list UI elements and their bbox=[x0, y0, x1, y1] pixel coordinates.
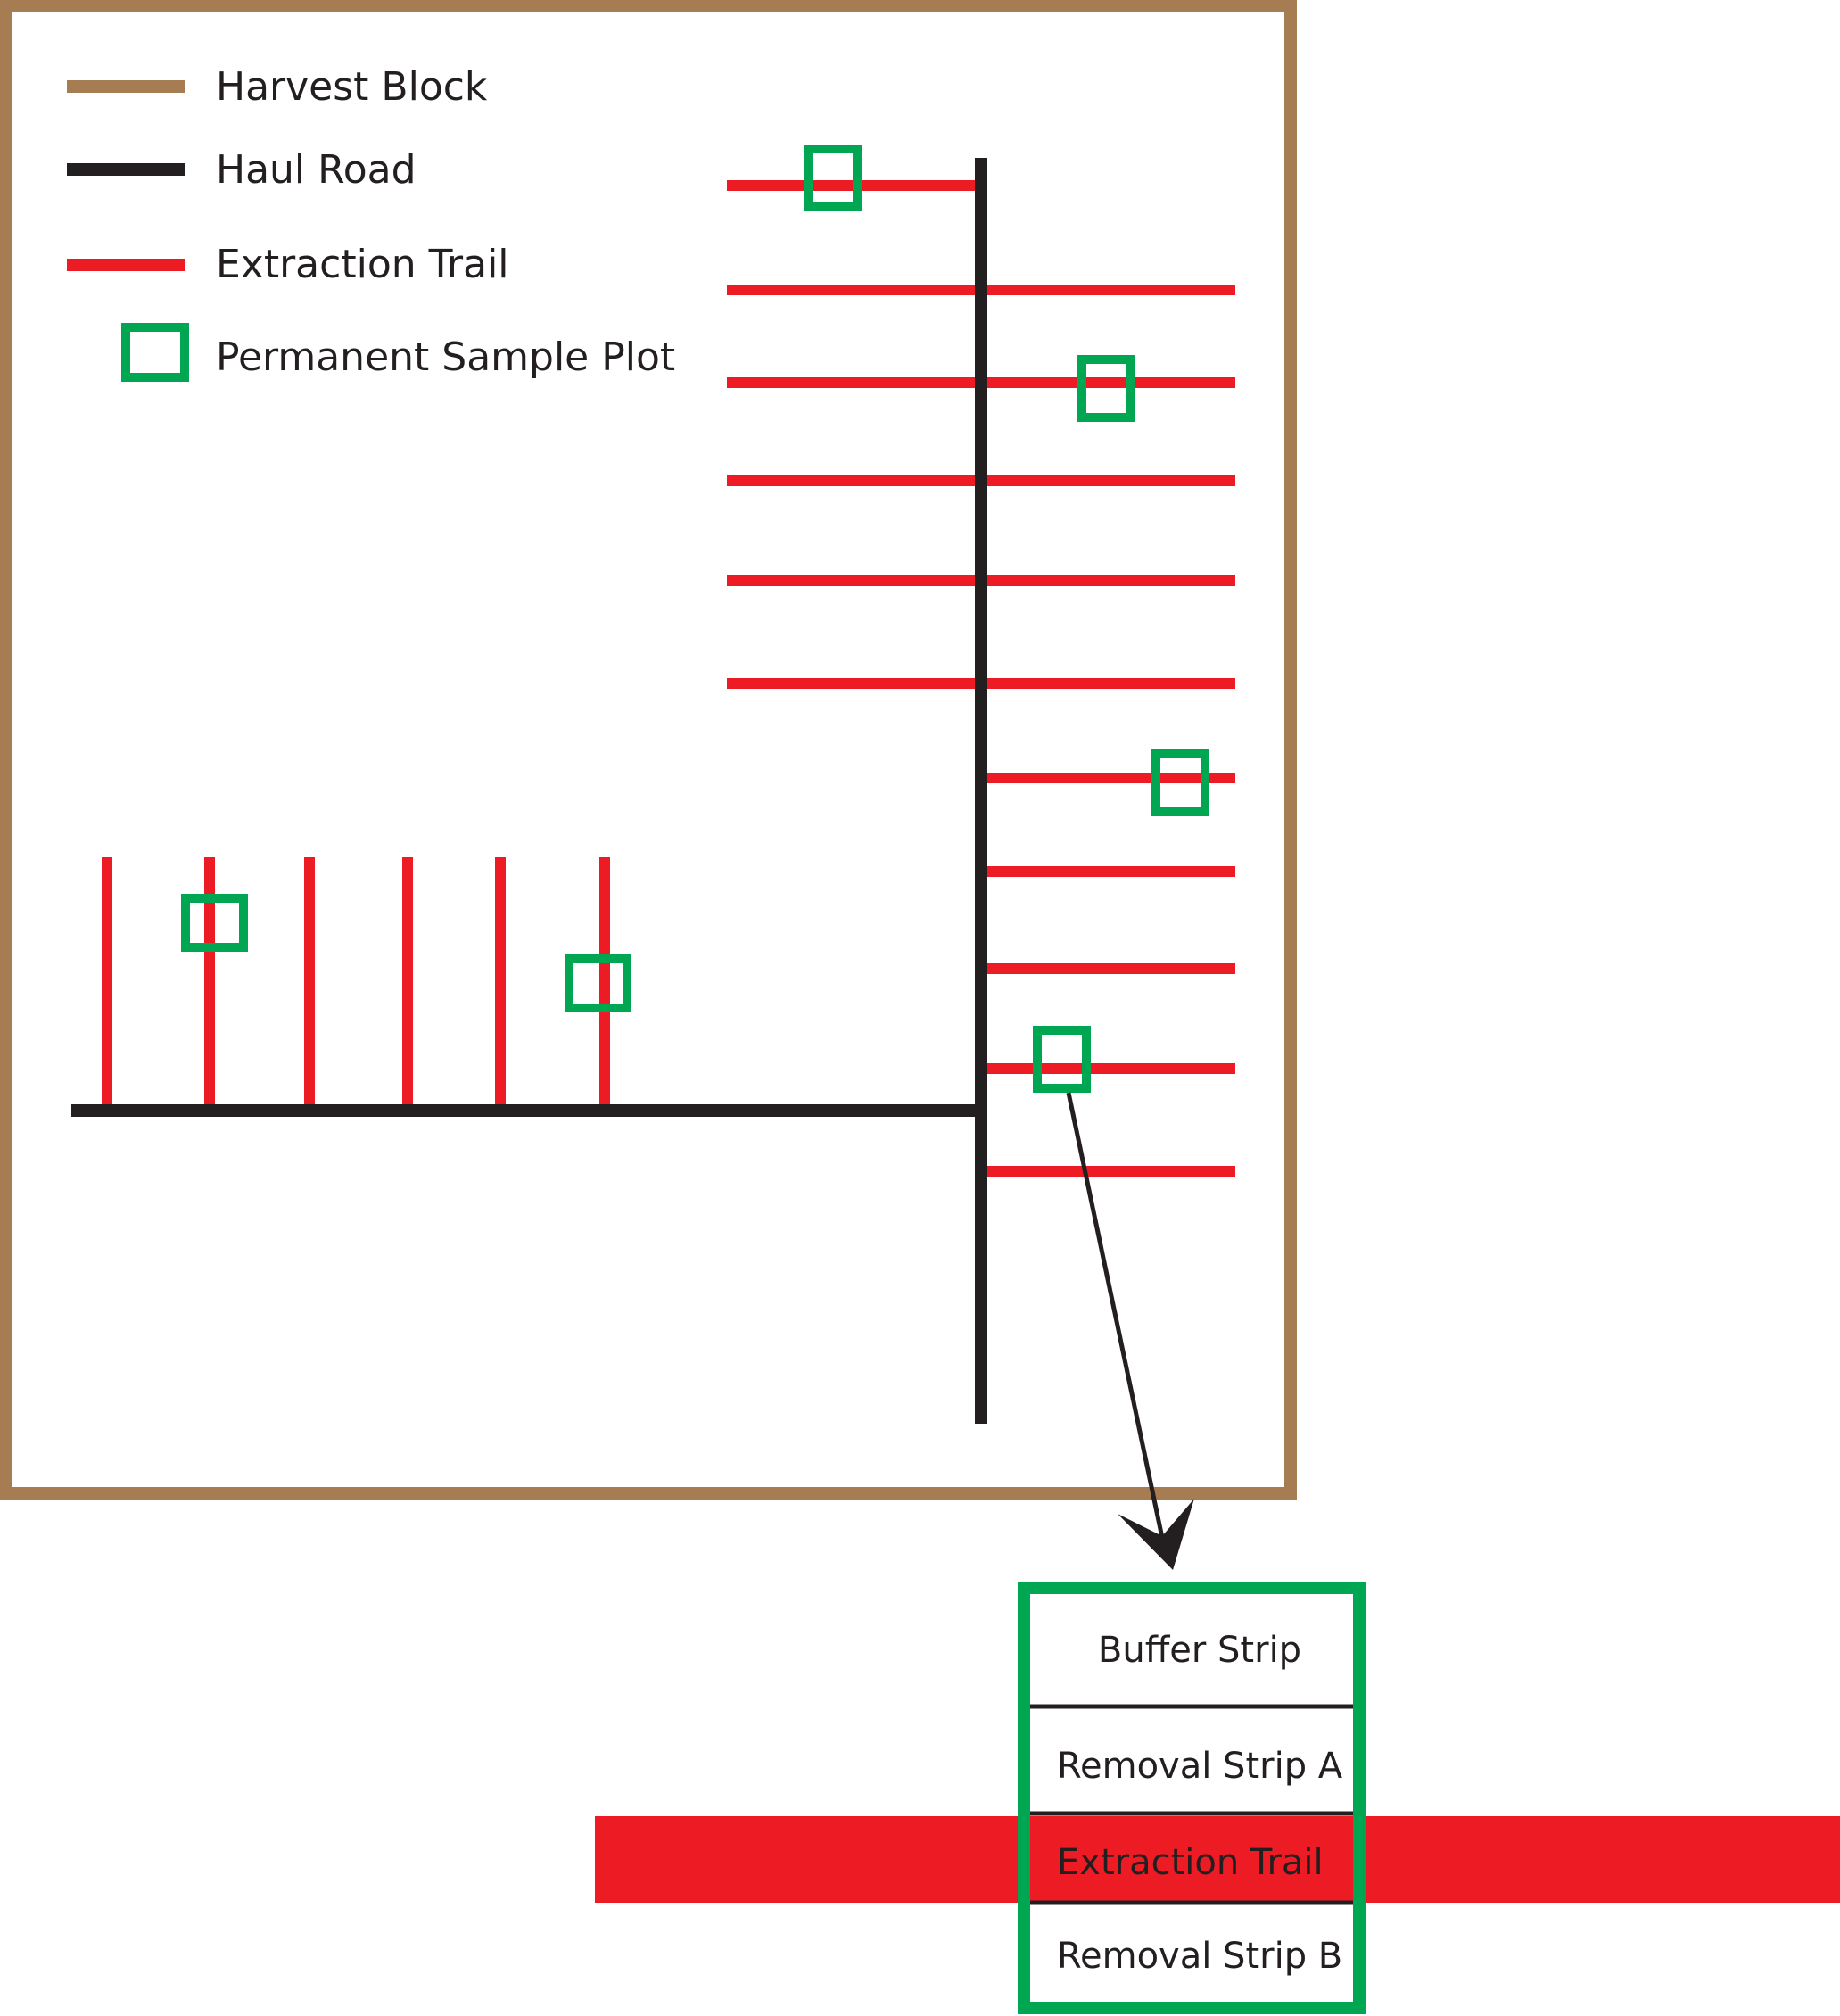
legend-harvest-block-label: Harvest Block bbox=[216, 64, 488, 110]
sample-plot bbox=[1077, 355, 1135, 422]
legend-extraction-trail-label: Extraction Trail bbox=[216, 242, 509, 287]
detail-removal-strip-a-label: Removal Strip A bbox=[1057, 1746, 1343, 1787]
legend-haul-road-label: Haul Road bbox=[216, 147, 417, 193]
callout-arrowhead bbox=[1118, 1499, 1194, 1570]
haul-roads bbox=[71, 158, 987, 1424]
legend-sample-plot-label: Permanent Sample Plot bbox=[216, 335, 675, 380]
detail-plot-background-top bbox=[1024, 1588, 1359, 1816]
detail-plot-border bbox=[1018, 1582, 1366, 2014]
sample-plot bbox=[804, 145, 862, 211]
detail-sample-plot: Buffer Strip Removal Strip A Extraction … bbox=[1018, 1582, 1366, 2014]
detail-removal-strip-b-label: Removal Strip B bbox=[1057, 1936, 1342, 1977]
legend-sample-plot-swatch bbox=[121, 323, 189, 382]
sample-plot bbox=[1033, 1026, 1091, 1093]
sample-plots bbox=[181, 145, 1209, 1093]
harvest-block-boundary bbox=[0, 0, 1297, 1500]
extraction-trails-lower-right bbox=[981, 773, 1235, 1177]
sample-plot bbox=[181, 894, 248, 952]
sample-plot bbox=[565, 954, 631, 1012]
legend: Harvest Block Haul Road Extraction Trail… bbox=[67, 64, 675, 382]
sample-plot bbox=[1151, 749, 1209, 816]
detail-buffer-strip-label: Buffer Strip bbox=[1098, 1630, 1301, 1671]
detail-plot-background-bottom bbox=[1024, 1903, 1359, 2008]
extraction-trails-left bbox=[102, 857, 610, 1109]
callout-arrow-shaft bbox=[1066, 1092, 1168, 1551]
callout-arrow bbox=[1066, 1092, 1194, 1570]
detail-extraction-trail-label: Extraction Trail bbox=[1057, 1842, 1324, 1883]
detail-extraction-trail-band bbox=[595, 1816, 1840, 1903]
